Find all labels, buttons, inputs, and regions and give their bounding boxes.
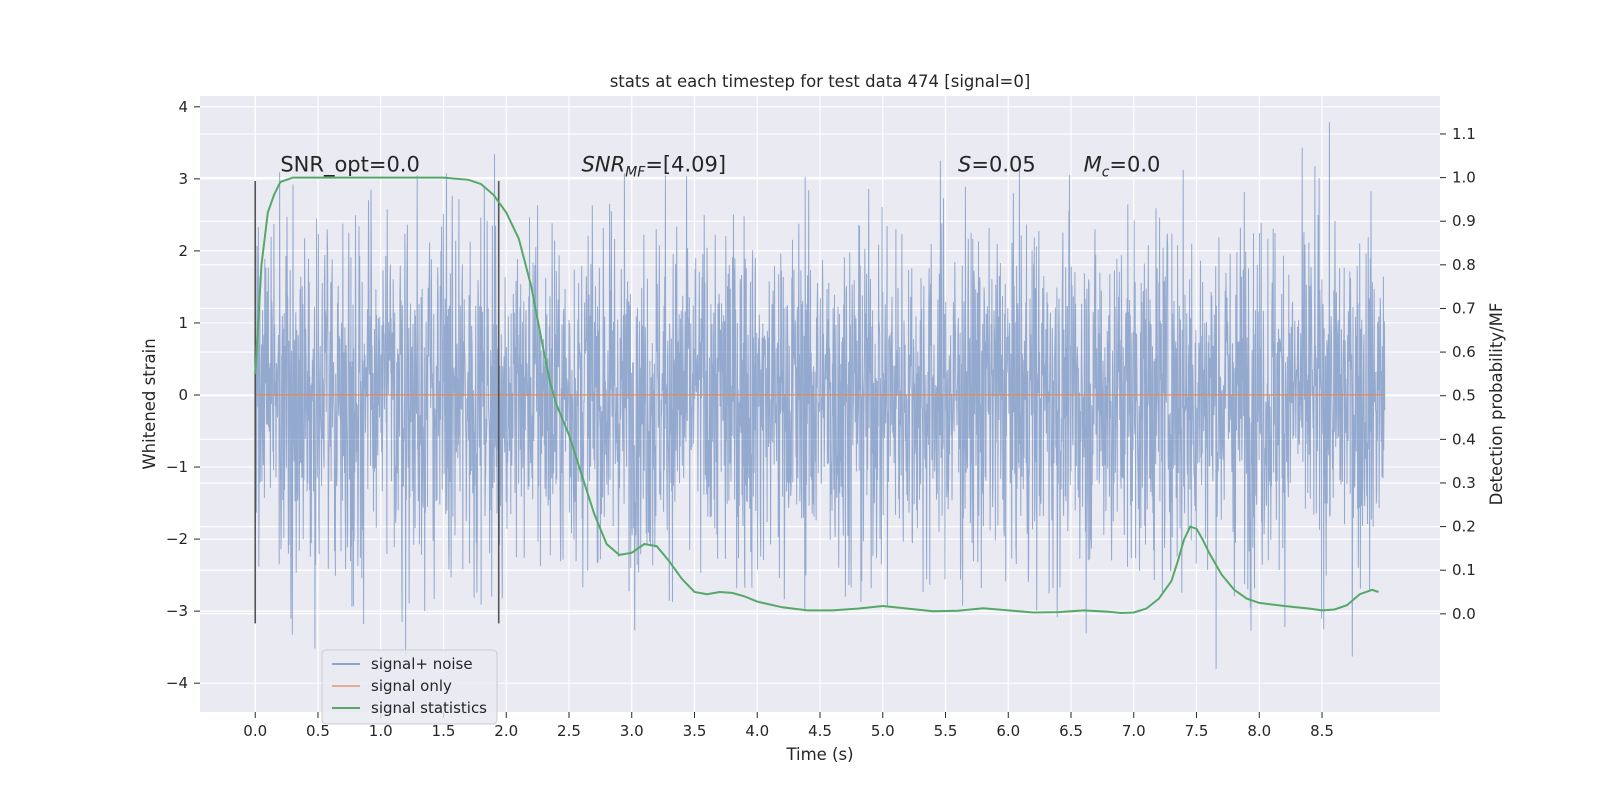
x-tick-label-0: 0.0 (243, 722, 267, 740)
x-tick-label-9: 4.5 (808, 722, 832, 740)
x-tick-label-6: 3.0 (620, 722, 644, 740)
y2-tick-label-1: 0.1 (1452, 561, 1476, 579)
y2-tick-label-0: 0.0 (1452, 605, 1476, 623)
x-tick-label-8: 4.0 (745, 722, 769, 740)
x-axis-label: Time (s) (785, 745, 853, 764)
y-tick-label-5: 1 (178, 314, 188, 332)
y2-tick-label-10: 1.0 (1452, 169, 1476, 187)
y2-tick-label-9: 0.9 (1452, 212, 1476, 230)
y2-tick-label-7: 0.7 (1452, 299, 1476, 317)
x-tick-label-17: 8.5 (1310, 722, 1334, 740)
x-tick-label-2: 1.0 (369, 722, 393, 740)
legend-label-signal-statistics: signal statistics (371, 699, 487, 717)
x-tick-label-16: 8.0 (1247, 722, 1271, 740)
y-axis-ticks: −4 −3 −2 −1 0 1 2 3 4 (166, 98, 200, 692)
y-tick-label-0: −4 (166, 674, 188, 692)
legend-box (321, 649, 498, 725)
x-tick-label-4: 2.0 (494, 722, 518, 740)
y2-tick-label-3: 0.3 (1452, 474, 1476, 492)
x-tick-label-10: 5.0 (871, 722, 895, 740)
x-tick-label-3: 1.5 (432, 722, 456, 740)
y2-axis-label: Detection probability/MF (1487, 303, 1506, 506)
x-tick-label-13: 6.5 (1059, 722, 1083, 740)
y-tick-label-3: −1 (166, 458, 188, 476)
x-tick-label-12: 6.0 (996, 722, 1020, 740)
x-tick-label-15: 7.5 (1185, 722, 1209, 740)
annotation-snr-opt: SNR_opt=0.0 (280, 153, 420, 178)
y-tick-label-6: 2 (178, 242, 188, 260)
annotation-mc: Mc=0.0 (1084, 153, 1161, 181)
y-tick-label-8: 4 (178, 98, 188, 116)
y2-tick-label-5: 0.5 (1452, 387, 1476, 405)
y-tick-label-2: −2 (166, 530, 188, 548)
series-signal-statistics (254, 176, 1379, 615)
chart-title: stats at each timestep for test data 474… (610, 72, 1031, 91)
x-tick-label-5: 2.5 (557, 722, 581, 740)
y-tick-label-1: −3 (166, 602, 188, 620)
x-axis-ticks: 0.0 0.5 1.0 1.5 2.0 2.5 3.0 3.5 4.0 4.5 5.0 5.5 6.0 6… (243, 712, 1334, 740)
y-tick-label-7: 3 (178, 170, 188, 188)
y2-tick-label-11: 1.1 (1452, 125, 1476, 143)
y-tick-label-4: 0 (178, 386, 188, 404)
vertical-markers (254, 181, 500, 624)
y2-tick-label-6: 0.6 (1452, 343, 1476, 361)
annotation-s: S=0.05 (958, 153, 1036, 177)
y2-tick-label-8: 0.8 (1452, 256, 1476, 274)
x-tick-label-1: 0.5 (306, 722, 330, 740)
x-tick-label-7: 3.5 (683, 722, 707, 740)
y2-tick-label-2: 0.2 (1452, 518, 1476, 536)
legend-label-signal-only: signal only (371, 677, 452, 695)
x-tick-label-14: 7.0 (1122, 722, 1146, 740)
y2-axis-ticks: 0.0 0.1 0.2 0.3 0.4 0.5 0.6 0.7 0.8 0.9 1.0 1.1 (1440, 125, 1476, 623)
legend: signal+ noise signal only signal statist… (321, 649, 498, 725)
legend-label-signal-plus-noise: signal+ noise (371, 655, 473, 673)
series-signal-plus-noise (254, 122, 1386, 669)
y-axis-label: Whitened strain (140, 338, 159, 469)
x-tick-label-11: 5.5 (934, 722, 958, 740)
y2-tick-label-4: 0.4 (1452, 430, 1476, 448)
annotation-snr-mf: SNRMF=[4.09] (582, 153, 727, 181)
